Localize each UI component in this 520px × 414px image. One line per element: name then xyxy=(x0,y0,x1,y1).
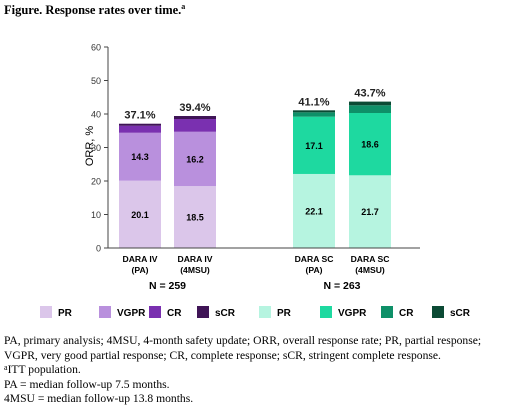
segment-data-label: 18.6 xyxy=(361,140,379,150)
segment-data-label: 17.1 xyxy=(305,141,323,151)
legend-item: PR xyxy=(259,306,292,319)
bar-segment-vgpr xyxy=(349,112,391,176)
x-category-label: DARA SC (PA) xyxy=(295,254,334,275)
x-category-label-line: (PA) xyxy=(305,265,322,275)
legend-item: sCR xyxy=(432,306,471,319)
bar-stack: 22.1 17.1 41.1% xyxy=(293,96,335,248)
legend-swatch xyxy=(197,306,209,318)
bar-segment-scr xyxy=(349,101,391,106)
y-tick-label: 60 xyxy=(91,43,101,53)
legend-swatch xyxy=(381,306,393,318)
bar-segment-scr xyxy=(119,123,161,126)
bar-segment-scr xyxy=(174,116,216,120)
legend-item: VGPR xyxy=(320,306,367,319)
x-group-label: N = 259 xyxy=(149,280,186,292)
legend-item: CR xyxy=(149,306,182,319)
y-tick-label: 10 xyxy=(91,210,101,220)
legend-swatch xyxy=(432,306,444,318)
bar-segment-pr xyxy=(174,186,216,248)
bar-stack: 20.1 14.3 37.1% xyxy=(119,110,161,248)
bar-segment-vgpr xyxy=(119,132,161,181)
x-category-label-line: DARA IV xyxy=(177,254,212,264)
bar-segment-vgpr xyxy=(293,116,335,174)
legend-swatch xyxy=(40,306,52,318)
legend-item: PR xyxy=(40,306,73,319)
bar-segment-pr xyxy=(293,173,335,248)
bar-total-label: 39.4% xyxy=(179,102,210,114)
x-category-label-line: DARA SC xyxy=(295,254,334,264)
figure-title-footnote-mark: a xyxy=(181,2,186,11)
x-category-label-line: (4MSU) xyxy=(355,265,385,275)
footnote-itt: aITT population. xyxy=(4,363,518,378)
x-category-label: DARA IV (4MSU) xyxy=(177,254,212,275)
footnote-abbreviations-line-2: VGPR, very good partial response; CR, co… xyxy=(4,348,441,362)
legend-label: sCR xyxy=(450,308,471,319)
y-axis: 0 10 20 30 40 50 60 xyxy=(91,43,109,254)
footnote-itt-mark: a xyxy=(4,363,8,373)
bar-total-label: 37.1% xyxy=(124,110,155,122)
legend-item: VGPR xyxy=(99,306,146,319)
bar-total-label: 43.7% xyxy=(354,88,385,100)
x-axis: DARA IV (PA)DARA IV (4MSU)DARA SC (PA)DARA … xyxy=(108,247,420,292)
segment-data-label: 21.7 xyxy=(361,207,379,217)
y-axis-title: ORR, % xyxy=(84,126,96,167)
legend: PR VGPR CR sCR PR VGPR CR sCR xyxy=(40,306,471,319)
legend-label: VGPR xyxy=(338,308,367,319)
segment-data-label: 20.1 xyxy=(131,210,149,220)
legend-swatch xyxy=(149,306,161,318)
stacked-bar-chart: ORR, % 0 10 20 30 40 50 60 20.1 14.3 37.1% 18.5 16… xyxy=(40,43,471,319)
bars: 20.114.337.1%18.516.239.4%22.117.141.1%2… xyxy=(119,88,391,248)
figure-title-text: Figure. Response rates over time. xyxy=(4,3,182,18)
legend-swatch xyxy=(259,306,271,318)
segment-data-label: 16.2 xyxy=(186,154,204,164)
figure-title: Figure. Response rates over time.a xyxy=(4,2,185,18)
legend-label: VGPR xyxy=(117,308,146,319)
bar-segment-pr xyxy=(349,175,391,248)
bar-stack: 18.5 16.2 39.4% xyxy=(174,102,216,248)
x-category-label: DARA SC (4MSU) xyxy=(351,254,390,275)
x-category-label-line: DARA IV xyxy=(122,254,157,264)
y-tick-label: 50 xyxy=(91,76,101,86)
bar-segment-cr xyxy=(349,105,391,113)
y-tick-label: 0 xyxy=(96,244,101,254)
x-category-label-line: (PA) xyxy=(131,265,148,275)
legend-label: sCR xyxy=(215,308,236,319)
legend-label: PR xyxy=(58,308,73,319)
x-category-label-line: DARA SC xyxy=(351,254,390,264)
footnote-pa-followup: PA = median follow-up 7.5 months. xyxy=(4,377,170,391)
footnote-itt-text: ITT population. xyxy=(7,363,81,377)
segment-data-label: 22.1 xyxy=(305,206,323,216)
y-tick-label: 20 xyxy=(91,177,101,187)
footnote-abbreviations-line-1: PA, primary analysis; 4MSU, 4-month safe… xyxy=(4,334,482,347)
bar-segment-pr xyxy=(119,180,161,248)
legend-item: CR xyxy=(381,306,414,319)
y-tick-label: 40 xyxy=(91,110,101,120)
legend-swatch xyxy=(320,306,332,318)
bar-total-label: 41.1% xyxy=(298,96,329,108)
x-category-label: DARA IV (PA) xyxy=(122,254,157,275)
bar-segment-cr xyxy=(293,112,335,117)
legend-label: PR xyxy=(277,308,292,319)
segment-data-label: 18.5 xyxy=(186,213,204,223)
legend-label: CR xyxy=(167,308,182,319)
bar-segment-vgpr xyxy=(174,131,216,187)
legend-item: sCR xyxy=(197,306,236,319)
bar-segment-scr xyxy=(293,110,335,113)
bar-stack: 21.7 18.6 43.7% xyxy=(349,88,391,248)
bar-segment-cr xyxy=(174,119,216,132)
x-group-label: N = 263 xyxy=(323,280,360,292)
legend-label: CR xyxy=(399,308,414,319)
x-category-label-line: (4MSU) xyxy=(180,265,210,275)
bar-segment-cr xyxy=(119,125,161,133)
footnotes: PA, primary analysis; 4MSU, 4-month safe… xyxy=(4,334,518,407)
footnote-4msu-followup: 4MSU = median follow-up 13.8 months. xyxy=(4,392,194,406)
segment-data-label: 14.3 xyxy=(131,152,149,162)
legend-swatch xyxy=(99,306,111,318)
y-tick-label: 30 xyxy=(91,143,101,153)
